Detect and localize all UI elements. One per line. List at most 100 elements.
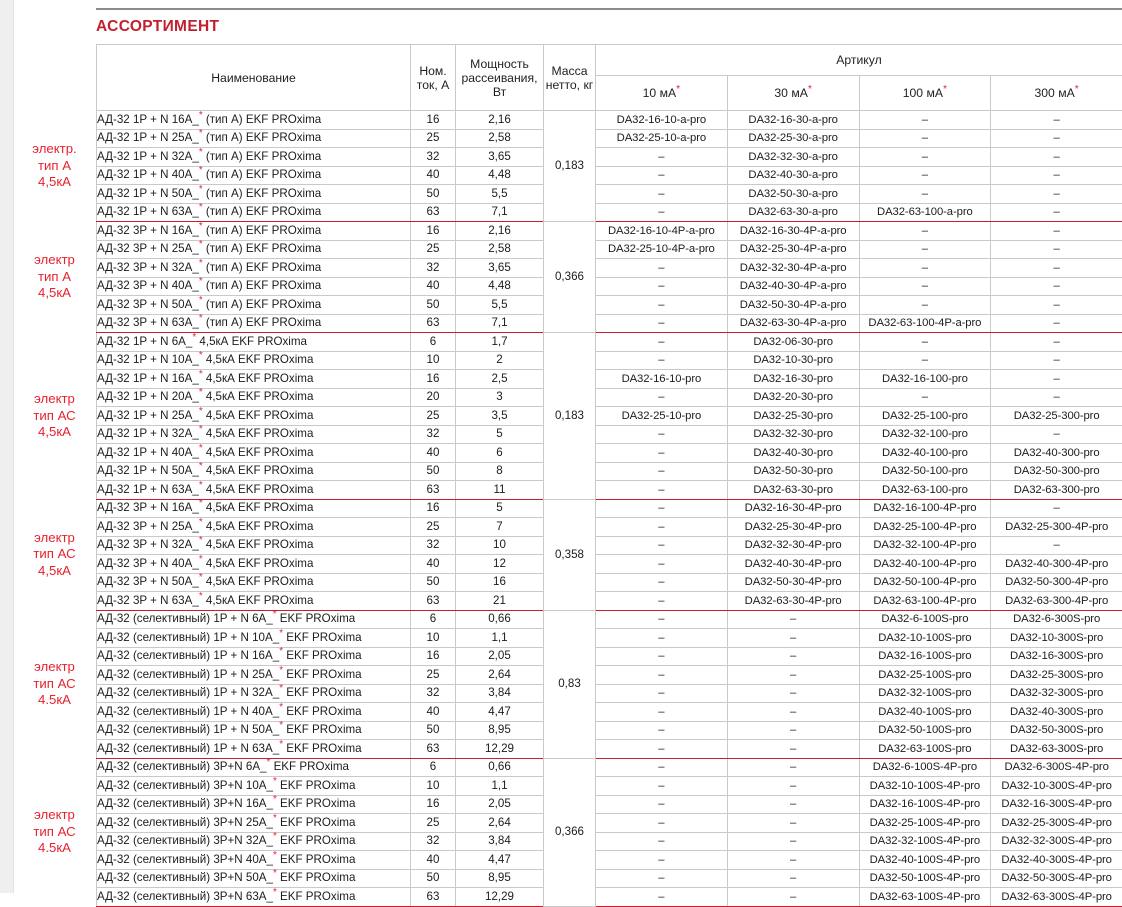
header-article-30ma-label: 30 мА bbox=[774, 86, 807, 100]
cell-article-30ma: – bbox=[727, 888, 859, 907]
cell-article-100ma: DA32-10-100S-pro bbox=[859, 629, 991, 648]
footnote-star-icon: * bbox=[279, 720, 283, 731]
cell-article-10ma: – bbox=[596, 425, 728, 444]
cell-article-30ma: DA32-63-30-4P-a-pro bbox=[727, 314, 859, 333]
cell-article-100ma: – bbox=[859, 148, 991, 167]
cell-dissipation: 3,84 bbox=[456, 684, 544, 703]
cell-article-100ma: – bbox=[859, 111, 991, 130]
cell-article-10ma: DA32-25-10-4P-a-pro bbox=[596, 240, 728, 259]
header-article-100ma: 100 мА* bbox=[859, 76, 991, 111]
cell-product-name: АД-32 3P + N 63A_* (тип А) EKF PROxima bbox=[97, 314, 411, 333]
cell-dissipation: 12,29 bbox=[456, 740, 544, 759]
cell-dissipation: 8,95 bbox=[456, 869, 544, 888]
cell-article-30ma: – bbox=[727, 721, 859, 740]
cell-article-100ma: – bbox=[859, 129, 991, 148]
cell-article-30ma: DA32-40-30-pro bbox=[727, 444, 859, 463]
cell-dissipation: 3,5 bbox=[456, 407, 544, 426]
cell-rated-current: 32 bbox=[411, 425, 456, 444]
group-label-line: тип АС bbox=[13, 824, 96, 841]
cell-article-100ma: – bbox=[859, 240, 991, 259]
footnote-star-icon: * bbox=[273, 831, 277, 842]
cell-article-100ma: DA32-50-100S-4P-pro bbox=[859, 869, 991, 888]
cell-rated-current: 25 bbox=[411, 518, 456, 537]
cell-article-10ma: – bbox=[596, 888, 728, 907]
cell-article-100ma: – bbox=[859, 333, 991, 352]
cell-dissipation: 2,16 bbox=[456, 222, 544, 241]
cell-article-30ma: DA32-63-30-a-pro bbox=[727, 203, 859, 222]
cell-product-name: АД-32 3P + N 16A_* 4,5кА EKF PROxima bbox=[97, 499, 411, 518]
cell-article-10ma: – bbox=[596, 721, 728, 740]
footnote-star-icon: * bbox=[199, 591, 203, 602]
cell-article-300ma: DA32-25-300S-4P-pro bbox=[991, 814, 1122, 833]
cell-product-name: АД-32 1P + N 40A_* (тип А) EKF PROxima bbox=[97, 166, 411, 185]
cell-product-name: АД-32 (селективный) 3P+N 25A_* EKF PROxi… bbox=[97, 814, 411, 833]
group-label-line: 4,5кА bbox=[13, 285, 96, 302]
cell-product-name: АД-32 1P + N 6A_* 4,5кА EKF PROxima bbox=[97, 333, 411, 352]
cell-product-name: АД-32 (селективный) 3P+N 63A_* EKF PROxi… bbox=[97, 888, 411, 907]
cell-article-30ma: DA32-50-30-pro bbox=[727, 462, 859, 481]
page-title: АССОРТИМЕНТ bbox=[96, 18, 1122, 35]
footnote-star-icon: * bbox=[199, 128, 203, 139]
footnote-star-icon: * bbox=[199, 110, 203, 121]
cell-article-30ma: DA32-50-30-4P-a-pro bbox=[727, 296, 859, 315]
cell-rated-current: 32 bbox=[411, 832, 456, 851]
group-label-line: 4,5кА bbox=[13, 174, 96, 191]
cell-dissipation: 16 bbox=[456, 573, 544, 592]
cell-article-300ma: – bbox=[991, 203, 1122, 222]
cell-rated-current: 6 bbox=[411, 333, 456, 352]
cell-product-name: АД-32 (селективный) 3P+N 50A_* EKF PROxi… bbox=[97, 869, 411, 888]
cell-dissipation: 2 bbox=[456, 351, 544, 370]
cell-article-100ma: DA32-63-100S-pro bbox=[859, 740, 991, 759]
cell-rated-current: 40 bbox=[411, 166, 456, 185]
cell-mass: 0,183 bbox=[544, 333, 596, 500]
header-article: Артикул bbox=[596, 45, 1122, 76]
cell-rated-current: 16 bbox=[411, 222, 456, 241]
cell-product-name: АД-32 (селективный) 1P + N 63A_* EKF PRO… bbox=[97, 740, 411, 759]
header-mass: Масса нетто, кг bbox=[544, 45, 596, 111]
cell-dissipation: 2,58 bbox=[456, 129, 544, 148]
cell-product-name: АД-32 3P + N 16A_* (тип А) EKF PROxima bbox=[97, 222, 411, 241]
footnote-star-icon: * bbox=[199, 369, 203, 380]
cell-article-100ma: DA32-63-100S-4P-pro bbox=[859, 888, 991, 907]
cell-rated-current: 40 bbox=[411, 851, 456, 870]
cell-article-100ma: DA32-50-100S-pro bbox=[859, 721, 991, 740]
cell-article-10ma: DA32-25-10-a-pro bbox=[596, 129, 728, 148]
cell-dissipation: 7 bbox=[456, 518, 544, 537]
cell-dissipation: 2,64 bbox=[456, 814, 544, 833]
cell-dissipation: 0,66 bbox=[456, 758, 544, 777]
cell-article-10ma: – bbox=[596, 740, 728, 759]
cell-article-100ma: – bbox=[859, 166, 991, 185]
group-label-line: 4,5кА bbox=[13, 563, 96, 580]
cell-article-10ma: – bbox=[596, 333, 728, 352]
footnote-star-icon: * bbox=[199, 480, 203, 491]
table-row: АД-32 (селективный) 3P+N 25A_* EKF PROxi… bbox=[97, 814, 1122, 833]
cell-rated-current: 63 bbox=[411, 592, 456, 611]
group-label-line: тип АС bbox=[13, 408, 96, 425]
group-label-line: 4.5кА bbox=[13, 840, 96, 857]
group-label-line: тип А bbox=[13, 158, 96, 175]
cell-rated-current: 16 bbox=[411, 370, 456, 389]
cell-rated-current: 50 bbox=[411, 185, 456, 204]
footnote-star-icon: * bbox=[199, 313, 203, 324]
cell-article-300ma: – bbox=[991, 296, 1122, 315]
cell-dissipation: 5 bbox=[456, 499, 544, 518]
group-label-line: электр bbox=[13, 659, 96, 676]
cell-article-100ma: DA32-40-100S-4P-pro bbox=[859, 851, 991, 870]
cell-product-name: АД-32 (селективный) 3P+N 32A_* EKF PROxi… bbox=[97, 832, 411, 851]
cell-article-10ma: – bbox=[596, 795, 728, 814]
table-row: АД-32 (селективный) 3P+N 6A_* EKF PROxim… bbox=[97, 758, 1122, 777]
cell-article-100ma: DA32-40-100-pro bbox=[859, 444, 991, 463]
cell-article-10ma: – bbox=[596, 518, 728, 537]
footnote-star-icon: * bbox=[676, 84, 680, 95]
cell-rated-current: 32 bbox=[411, 259, 456, 278]
cell-dissipation: 5,5 bbox=[456, 185, 544, 204]
cell-article-10ma: – bbox=[596, 610, 728, 629]
footnote-star-icon: * bbox=[199, 406, 203, 417]
header-name: Наименование bbox=[97, 45, 411, 111]
